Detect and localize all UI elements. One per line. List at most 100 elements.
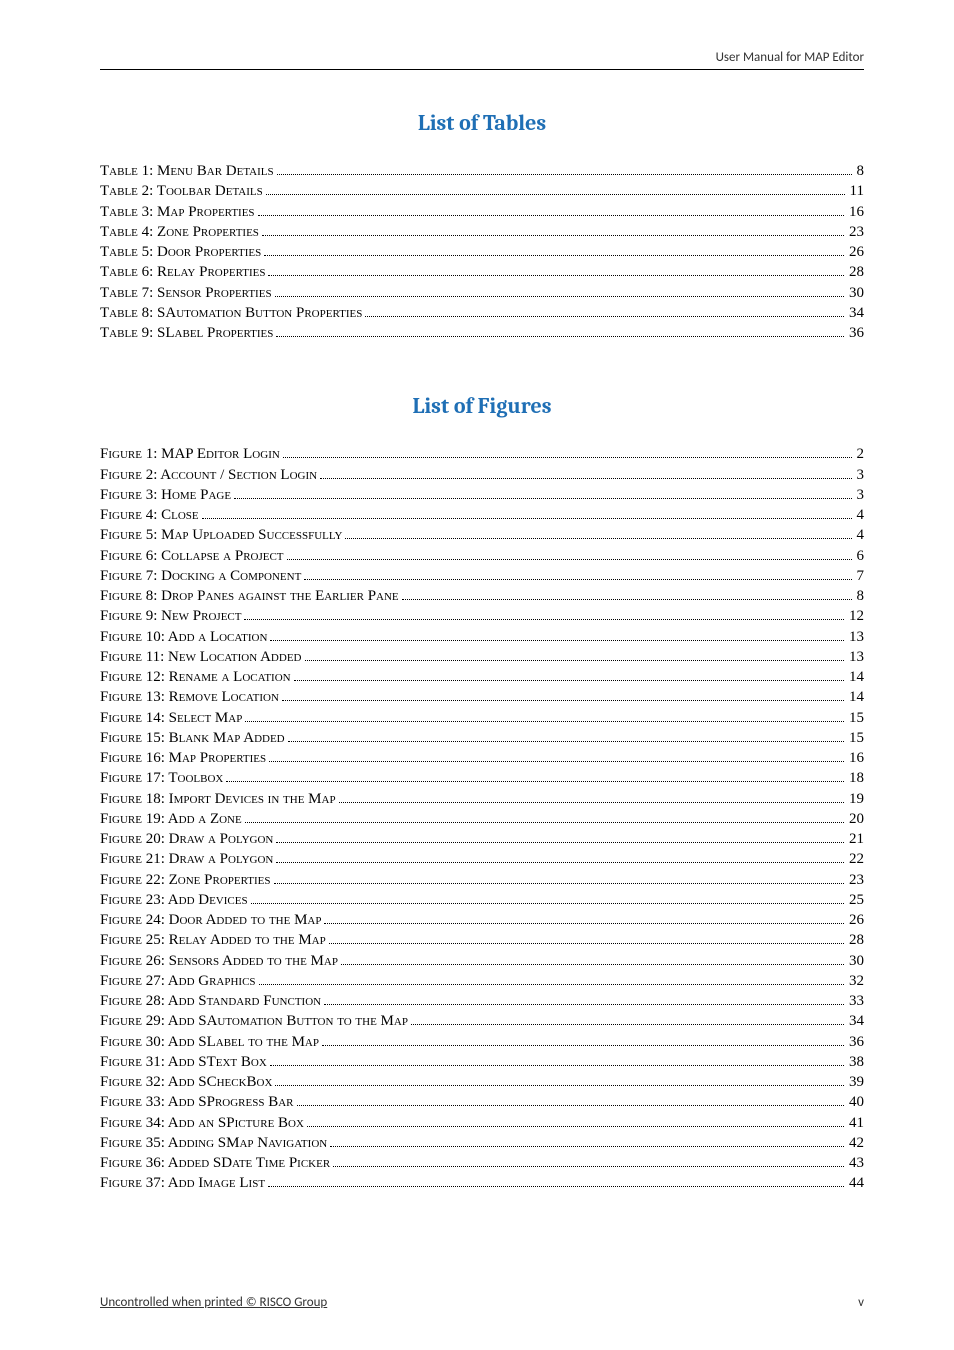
figure-toc-entry[interactable]: Figure 13: Remove Location14 [100, 687, 864, 707]
toc-leader-dots [411, 1024, 844, 1025]
figure-toc-label: Figure 35: Adding SMap Navigation [100, 1133, 327, 1153]
figure-toc-entry[interactable]: Figure 28: Add Standard Function 33 [100, 991, 864, 1011]
toc-leader-dots [339, 802, 844, 803]
toc-leader-dots [244, 619, 844, 620]
toc-leader-dots [322, 1045, 844, 1046]
toc-leader-dots [277, 174, 852, 175]
figure-toc-page: 34 [847, 1011, 864, 1031]
toc-leader-dots [305, 660, 845, 661]
toc-leader-dots [345, 538, 851, 539]
figure-toc-page: 36 [847, 1032, 864, 1052]
figure-toc-entry[interactable]: Figure 23: Add Devices25 [100, 890, 864, 910]
figure-toc-label: Figure 1: MAP Editor Login [100, 444, 280, 464]
figure-toc-entry[interactable]: Figure 22: Zone Properties 23 [100, 870, 864, 890]
figure-toc-page: 28 [847, 930, 864, 950]
figure-toc-entry[interactable]: Figure 4: Close4 [100, 505, 864, 525]
figure-toc-entry[interactable]: Figure 24: Door Added to the Map26 [100, 910, 864, 930]
figure-toc-page: 15 [847, 708, 864, 728]
figure-toc-entry[interactable]: Figure 8: Drop Panes against the Earlier… [100, 586, 864, 606]
figure-toc-entry[interactable]: Figure 29: Add SAutomation Button to the… [100, 1011, 864, 1031]
list-of-tables-title: List of Tables [100, 110, 864, 136]
figure-toc-label: Figure 3: Home Page [100, 485, 231, 505]
figure-toc-label: Figure 22: Zone Properties [100, 870, 271, 890]
figure-toc-label: Figure 14: Select Map [100, 708, 242, 728]
table-toc-label: Table 2: Toolbar Details [100, 181, 263, 201]
figure-toc-entry[interactable]: Figure 1: MAP Editor Login 2 [100, 444, 864, 464]
list-of-figures-title: List of Figures [100, 393, 864, 419]
table-toc-entry[interactable]: Table 9: SLabel Properties36 [100, 323, 864, 343]
figure-toc-entry[interactable]: Figure 3: Home Page 3 [100, 485, 864, 505]
figure-toc-page: 23 [847, 870, 864, 890]
figure-toc-entry[interactable]: Figure 20: Draw a Polygon21 [100, 829, 864, 849]
figure-toc-entry[interactable]: Figure 16: Map Properties16 [100, 748, 864, 768]
figure-toc-entry[interactable]: Figure 27: Add Graphics 32 [100, 971, 864, 991]
figure-toc-entry[interactable]: Figure 7: Docking a Component 7 [100, 566, 864, 586]
figure-toc-entry[interactable]: Figure 10: Add a Location13 [100, 627, 864, 647]
figure-toc-label: Figure 20: Draw a Polygon [100, 829, 273, 849]
figure-toc-entry[interactable]: Figure 6: Collapse a Project6 [100, 546, 864, 566]
table-toc-label: Table 7: Sensor Properties [100, 283, 272, 303]
figure-toc-label: Figure 13: Remove Location [100, 687, 279, 707]
toc-leader-dots [251, 903, 844, 904]
figure-toc-page: 13 [847, 647, 864, 667]
table-toc-page: 16 [847, 202, 864, 222]
page-header: User Manual for MAP Editor [100, 50, 864, 70]
toc-leader-dots [276, 336, 844, 337]
toc-leader-dots [276, 842, 844, 843]
figure-toc-label: Figure 27: Add Graphics [100, 971, 256, 991]
toc-leader-dots [268, 1186, 844, 1187]
figure-toc-entry[interactable]: Figure 32: Add SCheckBox39 [100, 1072, 864, 1092]
figure-toc-page: 38 [847, 1052, 864, 1072]
figure-toc-page: 7 [855, 566, 865, 586]
figure-toc-entry[interactable]: Figure 30: Add SLabel to the Map36 [100, 1032, 864, 1052]
figure-toc-label: Figure 17: Toolbox [100, 768, 223, 788]
figure-toc-entry[interactable]: Figure 14: Select Map 15 [100, 708, 864, 728]
figure-toc-label: Figure 7: Docking a Component [100, 566, 301, 586]
figure-toc-page: 4 [855, 505, 865, 525]
table-toc-entry[interactable]: Table 2: Toolbar Details11 [100, 181, 864, 201]
figure-toc-entry[interactable]: Figure 26: Sensors Added to the Map30 [100, 951, 864, 971]
figure-toc-page: 4 [855, 525, 865, 545]
figure-toc-entry[interactable]: Figure 34: Add an SPicture Box41 [100, 1113, 864, 1133]
figure-toc-page: 33 [847, 991, 864, 1011]
figure-toc-entry[interactable]: Figure 15: Blank Map Added15 [100, 728, 864, 748]
table-toc-entry[interactable]: Table 7: Sensor Properties30 [100, 283, 864, 303]
table-toc-entry[interactable]: Table 1: Menu Bar Details8 [100, 161, 864, 181]
figure-toc-entry[interactable]: Figure 21: Draw a Polygon22 [100, 849, 864, 869]
figure-toc-page: 32 [847, 971, 864, 991]
toc-leader-dots [297, 1105, 845, 1106]
table-toc-label: Table 5: Door Properties [100, 242, 261, 262]
figure-toc-label: Figure 8: Drop Panes against the Earlier… [100, 586, 399, 606]
toc-leader-dots [365, 316, 844, 317]
toc-leader-dots [324, 1004, 844, 1005]
figures-toc: Figure 1: MAP Editor Login 2Figure 2: Acc… [100, 444, 864, 1193]
table-toc-entry[interactable]: Table 4: Zone Properties23 [100, 222, 864, 242]
figure-toc-entry[interactable]: Figure 12: Rename a Location14 [100, 667, 864, 687]
figure-toc-entry[interactable]: Figure 18: Import Devices in the Map19 [100, 789, 864, 809]
figure-toc-entry[interactable]: Figure 31: Add SText Box38 [100, 1052, 864, 1072]
figure-toc-entry[interactable]: Figure 36: Added SDate Time Picker43 [100, 1153, 864, 1173]
figure-toc-entry[interactable]: Figure 33: Add SProgress Bar40 [100, 1092, 864, 1112]
table-toc-entry[interactable]: Table 6: Relay Properties28 [100, 262, 864, 282]
table-toc-label: Table 4: Zone Properties [100, 222, 259, 242]
figure-toc-page: 3 [855, 485, 865, 505]
figure-toc-label: Figure 5: Map Uploaded Successfully [100, 525, 342, 545]
figure-toc-entry[interactable]: Figure 9: New Project12 [100, 606, 864, 626]
table-toc-entry[interactable]: Table 5: Door Properties26 [100, 242, 864, 262]
figure-toc-entry[interactable]: Figure 37: Add Image List44 [100, 1173, 864, 1193]
figure-toc-entry[interactable]: Figure 25: Relay Added to the Map28 [100, 930, 864, 950]
figure-toc-entry[interactable]: Figure 19: Add a Zone20 [100, 809, 864, 829]
figure-toc-label: Figure 19: Add a Zone [100, 809, 242, 829]
figure-toc-entry[interactable]: Figure 17: Toolbox18 [100, 768, 864, 788]
toc-leader-dots [259, 984, 844, 985]
table-toc-entry[interactable]: Table 3: Map Properties16 [100, 202, 864, 222]
figure-toc-entry[interactable]: Figure 35: Adding SMap Navigation42 [100, 1133, 864, 1153]
figure-toc-page: 44 [847, 1173, 864, 1193]
table-toc-entry[interactable]: Table 8: SAutomation Button Properties34 [100, 303, 864, 323]
figure-toc-label: Figure 28: Add Standard Function [100, 991, 321, 1011]
figure-toc-entry[interactable]: Figure 2: Account / Section Login3 [100, 465, 864, 485]
figure-toc-entry[interactable]: Figure 11: New Location Added13 [100, 647, 864, 667]
toc-leader-dots [245, 822, 844, 823]
figure-toc-page: 2 [855, 444, 865, 464]
figure-toc-entry[interactable]: Figure 5: Map Uploaded Successfully 4 [100, 525, 864, 545]
